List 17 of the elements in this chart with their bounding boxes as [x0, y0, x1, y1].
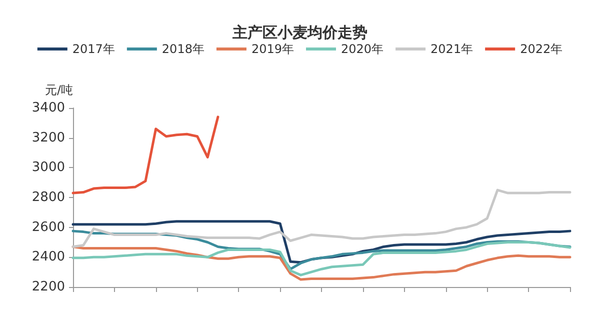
- line-series: [72, 116, 220, 194]
- y-tick-label: 2400: [32, 250, 65, 265]
- y-tick-label: 2800: [32, 190, 65, 205]
- legend-label: 2017年: [72, 42, 115, 56]
- y-tick-label: 3400: [32, 100, 65, 116]
- y-tick-label: 2600: [32, 220, 65, 235]
- chart-title: 主产区小麦均价走势: [232, 24, 368, 42]
- y-axis-title: 元/吨: [44, 83, 73, 97]
- y-tick-label: 3000: [32, 160, 65, 176]
- legend-label: 2020年: [341, 42, 384, 56]
- y-tick-label: 3200: [32, 130, 65, 146]
- line-series: [72, 188, 572, 248]
- legend-label: 2018年: [162, 42, 204, 56]
- y-tick-label: 2200: [32, 280, 65, 294]
- legend-label: 2019年: [251, 42, 294, 56]
- legend-label: 2021年: [430, 42, 474, 56]
- legend-label: 2022年: [520, 42, 563, 56]
